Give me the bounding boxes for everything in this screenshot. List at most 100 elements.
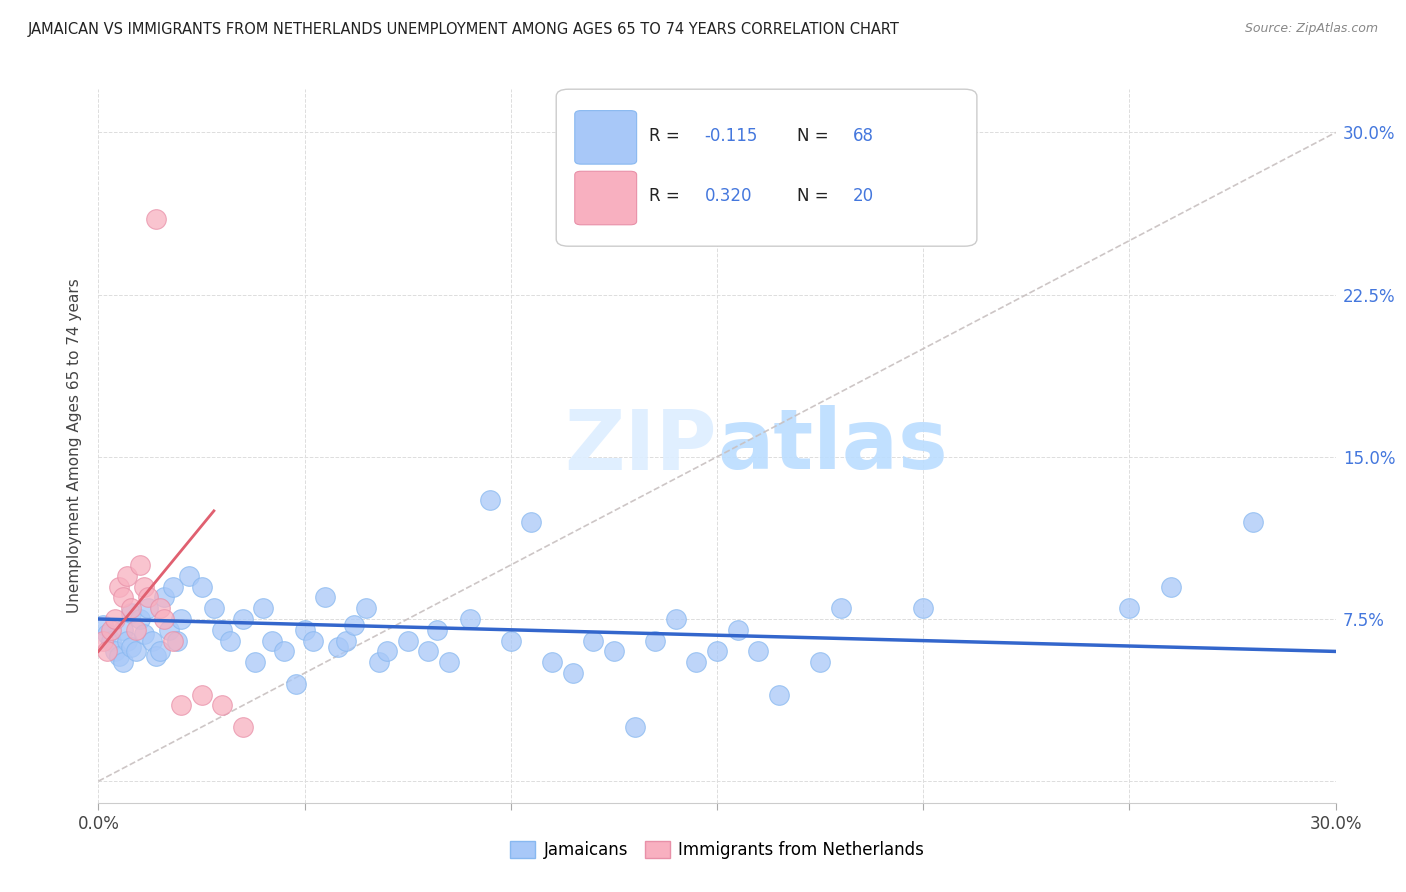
- Point: [727, 623, 749, 637]
- Point: [808, 655, 831, 669]
- Text: -0.115: -0.115: [704, 127, 758, 145]
- Point: [396, 633, 419, 648]
- Text: R =: R =: [650, 127, 685, 145]
- Point: [141, 633, 163, 648]
- Point: [582, 633, 605, 648]
- Point: [108, 648, 131, 663]
- Point: [153, 612, 176, 626]
- Y-axis label: Unemployment Among Ages 65 to 74 years: Unemployment Among Ages 65 to 74 years: [67, 278, 83, 614]
- Point: [132, 580, 155, 594]
- Text: 20: 20: [853, 187, 875, 205]
- Point: [96, 627, 118, 641]
- Point: [100, 623, 122, 637]
- Point: [166, 633, 188, 648]
- Text: N =: N =: [797, 187, 834, 205]
- Point: [190, 688, 212, 702]
- Text: R =: R =: [650, 187, 685, 205]
- Point: [132, 627, 155, 641]
- Point: [912, 601, 935, 615]
- Text: 68: 68: [853, 127, 875, 145]
- Point: [124, 644, 146, 658]
- Point: [706, 644, 728, 658]
- Point: [343, 618, 366, 632]
- Text: 0.320: 0.320: [704, 187, 752, 205]
- Point: [520, 515, 543, 529]
- Point: [136, 591, 159, 605]
- Point: [170, 612, 193, 626]
- Point: [1160, 580, 1182, 594]
- FancyBboxPatch shape: [575, 171, 637, 225]
- Point: [768, 688, 790, 702]
- Point: [830, 601, 852, 615]
- Point: [170, 698, 193, 713]
- Point: [120, 606, 142, 620]
- Point: [302, 633, 325, 648]
- Legend: Jamaicans, Immigrants from Netherlands: Jamaicans, Immigrants from Netherlands: [503, 834, 931, 866]
- Point: [149, 644, 172, 658]
- Point: [260, 633, 283, 648]
- Point: [104, 612, 127, 626]
- Text: ZIP: ZIP: [565, 406, 717, 486]
- Point: [685, 655, 707, 669]
- Point: [202, 601, 225, 615]
- Point: [335, 633, 357, 648]
- Point: [314, 591, 336, 605]
- Point: [356, 601, 378, 615]
- Point: [644, 633, 666, 648]
- Point: [190, 580, 212, 594]
- Point: [479, 493, 502, 508]
- Point: [112, 623, 135, 637]
- Point: [145, 211, 167, 226]
- Point: [623, 720, 645, 734]
- Point: [232, 720, 254, 734]
- Point: [91, 633, 114, 648]
- Point: [273, 644, 295, 658]
- Point: [243, 655, 266, 669]
- Point: [157, 623, 180, 637]
- Text: N =: N =: [797, 127, 834, 145]
- Point: [458, 612, 481, 626]
- Point: [211, 698, 233, 713]
- Point: [112, 655, 135, 669]
- Text: JAMAICAN VS IMMIGRANTS FROM NETHERLANDS UNEMPLOYMENT AMONG AGES 65 TO 74 YEARS C: JAMAICAN VS IMMIGRANTS FROM NETHERLANDS …: [28, 22, 900, 37]
- Point: [128, 558, 150, 572]
- Point: [665, 612, 688, 626]
- Text: atlas: atlas: [717, 406, 948, 486]
- Point: [561, 666, 583, 681]
- Point: [418, 644, 440, 658]
- Point: [120, 601, 142, 615]
- Point: [294, 623, 316, 637]
- Point: [149, 601, 172, 615]
- Point: [747, 644, 769, 658]
- Point: [128, 612, 150, 626]
- Text: Source: ZipAtlas.com: Source: ZipAtlas.com: [1244, 22, 1378, 36]
- Point: [104, 644, 127, 658]
- Point: [285, 677, 308, 691]
- Point: [179, 568, 201, 582]
- Point: [145, 648, 167, 663]
- Point: [499, 633, 522, 648]
- Point: [426, 623, 449, 637]
- Point: [541, 655, 564, 669]
- Point: [100, 633, 122, 648]
- Point: [96, 644, 118, 658]
- FancyBboxPatch shape: [557, 89, 977, 246]
- Point: [153, 591, 176, 605]
- Point: [375, 644, 398, 658]
- FancyBboxPatch shape: [575, 111, 637, 164]
- Point: [117, 568, 139, 582]
- Point: [367, 655, 389, 669]
- Point: [252, 601, 274, 615]
- Point: [91, 618, 114, 632]
- Point: [326, 640, 349, 654]
- Point: [219, 633, 242, 648]
- Point: [211, 623, 233, 637]
- Point: [108, 580, 131, 594]
- Point: [124, 623, 146, 637]
- Point: [120, 640, 142, 654]
- Point: [437, 655, 460, 669]
- Point: [232, 612, 254, 626]
- Point: [117, 633, 139, 648]
- Point: [603, 644, 626, 658]
- Point: [136, 601, 159, 615]
